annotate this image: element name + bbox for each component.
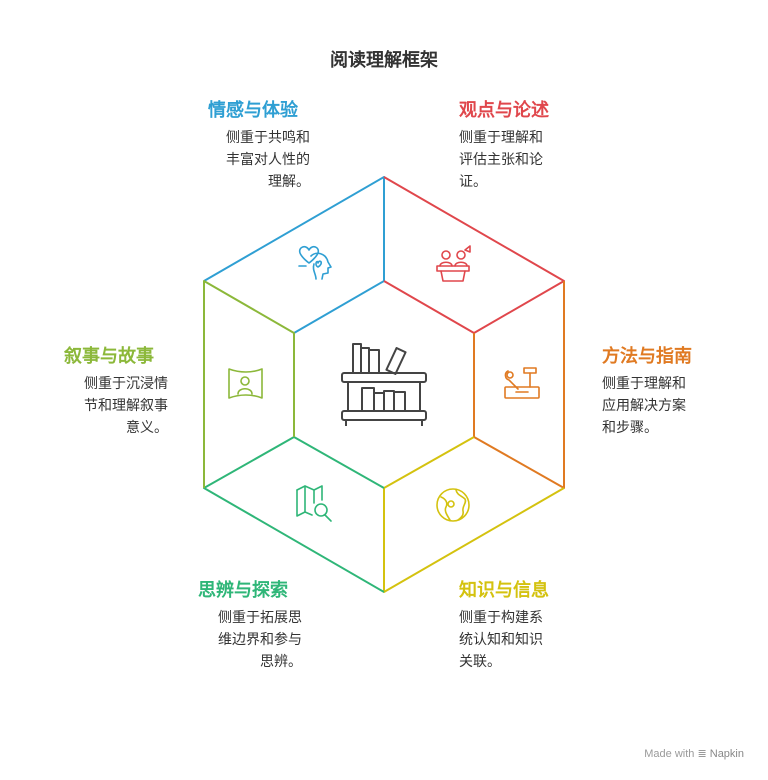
desc-line: 丰富对人性的 bbox=[226, 152, 310, 168]
section-title-narrative: 叙事与故事 bbox=[64, 346, 154, 367]
segment-method bbox=[473, 281, 565, 489]
segment-emotion bbox=[203, 176, 385, 334]
segment-knowledge bbox=[383, 436, 565, 593]
section-title-viewpoint: 观点与论述 bbox=[459, 100, 549, 121]
watermark-prefix: Made with bbox=[644, 748, 695, 760]
desc-line: 维边界和参与 bbox=[218, 632, 302, 648]
toolbox-icon bbox=[504, 367, 540, 399]
desc-line: 思辨。 bbox=[260, 654, 302, 670]
section-title-knowledge: 知识与信息 bbox=[459, 580, 549, 601]
desc-line: 意义。 bbox=[126, 420, 168, 436]
desc-line: 侧重于构建系 bbox=[459, 610, 543, 626]
watermark: Made with ≣ Napkin bbox=[644, 747, 744, 760]
desc-line: 侧重于共鸣和 bbox=[226, 130, 310, 146]
panorama-person-icon bbox=[228, 368, 263, 399]
desc-line: 侧重于理解和 bbox=[602, 376, 686, 392]
debate-podium-icon bbox=[436, 245, 471, 282]
desc-line: 和步骤。 bbox=[602, 420, 658, 436]
section-desc-inquiry: 侧重于拓展思 维边界和参与 思辨。 bbox=[182, 607, 302, 673]
desc-line: 侧重于沉浸情 bbox=[84, 376, 168, 392]
desc-line: 评估主张和论 bbox=[459, 152, 543, 168]
diagram-title: 阅读理解框架 bbox=[330, 50, 438, 71]
desc-line: 应用解决方案 bbox=[602, 398, 686, 414]
section-desc-method: 侧重于理解和 应用解决方案 和步骤。 bbox=[602, 373, 722, 439]
globe-icon bbox=[436, 488, 470, 522]
section-title-inquiry: 思辨与探索 bbox=[198, 580, 288, 601]
desc-line: 理解。 bbox=[268, 174, 310, 190]
map-search-icon bbox=[296, 485, 332, 522]
segment-viewpoint bbox=[383, 176, 565, 334]
segment-inquiry bbox=[203, 436, 385, 593]
section-title-method: 方法与指南 bbox=[602, 346, 692, 367]
segment-narrative bbox=[203, 280, 295, 488]
section-desc-viewpoint: 侧重于理解和 评估主张和论 证。 bbox=[459, 127, 579, 193]
desc-line: 统认知和知识 bbox=[459, 632, 543, 648]
desc-line: 关联。 bbox=[459, 654, 501, 670]
watermark-brand: Napkin bbox=[709, 748, 744, 760]
desc-line: 侧重于理解和 bbox=[459, 130, 543, 146]
section-desc-knowledge: 侧重于构建系 统认知和知识 关联。 bbox=[459, 607, 579, 673]
desc-line: 节和理解叙事 bbox=[84, 398, 168, 414]
section-desc-emotion: 侧重于共鸣和 丰富对人性的 理解。 bbox=[190, 127, 310, 193]
section-title-emotion: 情感与体验 bbox=[208, 100, 298, 121]
heart-head-icon bbox=[298, 245, 332, 280]
bookshelf-icon bbox=[341, 343, 427, 426]
section-desc-narrative: 侧重于沉浸情 节和理解叙事 意义。 bbox=[48, 373, 168, 439]
napkin-logo-icon: ≣ bbox=[697, 748, 707, 760]
desc-line: 证。 bbox=[459, 174, 487, 190]
desc-line: 侧重于拓展思 bbox=[218, 610, 302, 626]
